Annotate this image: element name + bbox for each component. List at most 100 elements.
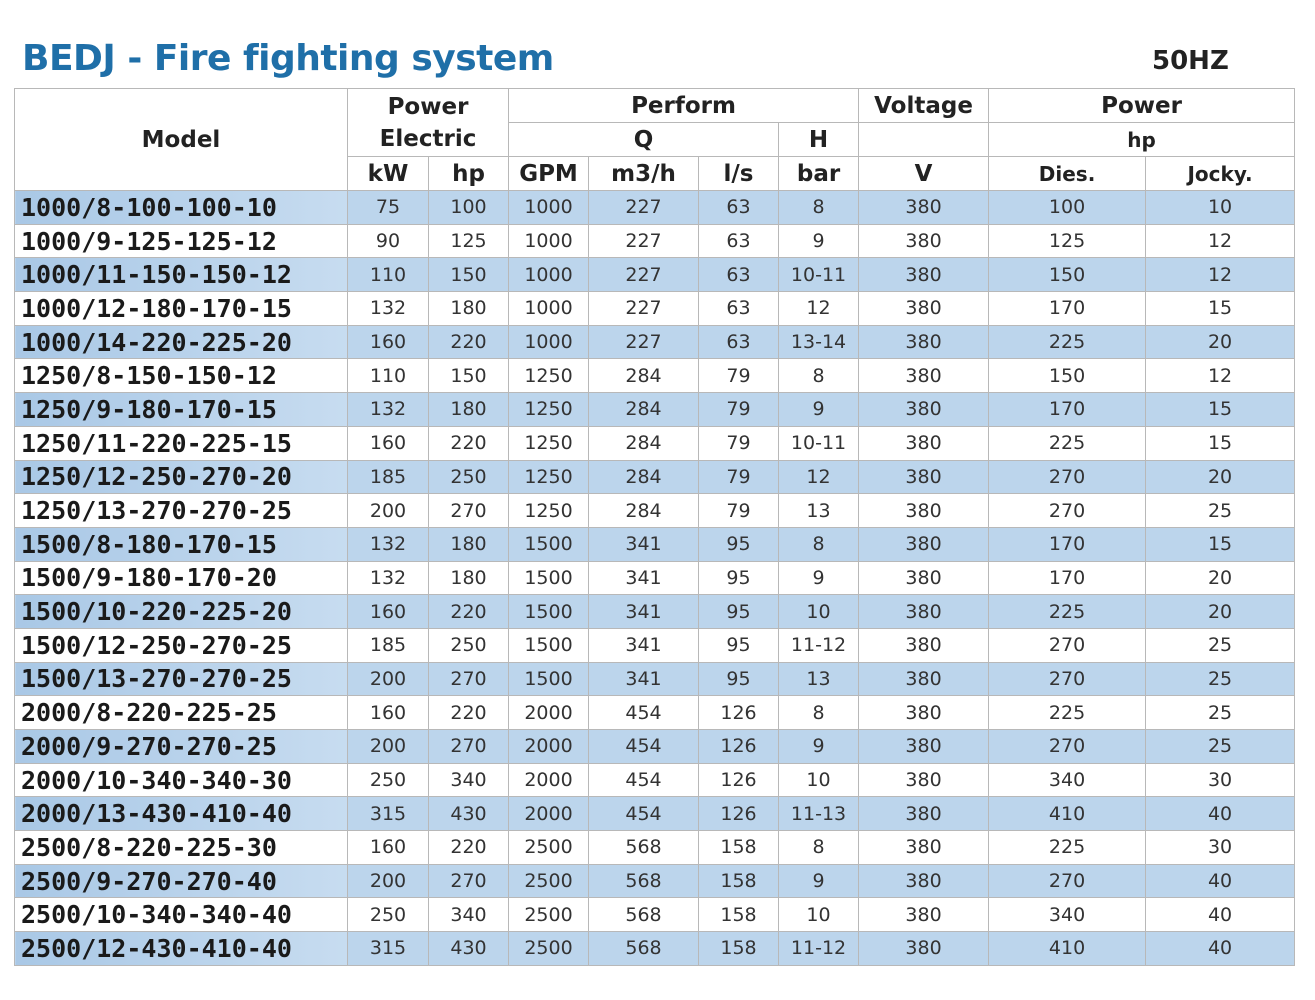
cell-diesel-hp: 125 bbox=[988, 223, 1147, 259]
cell-bar: 9 bbox=[777, 560, 860, 596]
cell-kw: 160 bbox=[347, 830, 429, 865]
cell-diesel-hp: 270 bbox=[988, 863, 1147, 899]
table-row: 2500/8-220-225-30 160 220 2500 568 158 8 380 225… bbox=[14, 830, 1296, 865]
cell-model: 1250/8-150-150-12 bbox=[14, 358, 348, 394]
table-row: 1000/11-150-150-12 110 150 1000 227 63 10-11 38… bbox=[14, 257, 1296, 293]
cell-diesel-hp: 270 bbox=[988, 459, 1147, 495]
cell-ls: 63 bbox=[698, 190, 779, 225]
cell-jockey-hp: 20 bbox=[1145, 560, 1296, 596]
cell-m3h: 341 bbox=[588, 594, 699, 629]
cell-voltage: 380 bbox=[858, 594, 990, 629]
cell-ls: 79 bbox=[698, 459, 779, 495]
cell-diesel-hp: 270 bbox=[988, 661, 1147, 697]
cell-voltage: 380 bbox=[858, 257, 990, 293]
cell-bar: 9 bbox=[777, 392, 860, 427]
cell-bar: 13 bbox=[777, 661, 860, 697]
cell-diesel-hp: 170 bbox=[988, 291, 1147, 326]
cell-model: 1500/12-250-270-25 bbox=[14, 627, 348, 663]
cell-m3h: 454 bbox=[588, 729, 699, 764]
cell-ls: 79 bbox=[698, 425, 779, 461]
cell-bar: 11-13 bbox=[777, 796, 860, 832]
cell-hp: 250 bbox=[428, 627, 509, 663]
cell-voltage: 380 bbox=[858, 392, 990, 427]
cell-model: 2500/10-340-340-40 bbox=[14, 897, 348, 933]
cell-kw: 132 bbox=[347, 291, 429, 326]
cell-hp: 430 bbox=[428, 931, 509, 966]
cell-gpm: 1500 bbox=[508, 594, 589, 629]
cell-voltage: 380 bbox=[858, 560, 990, 596]
cell-gpm: 1500 bbox=[508, 627, 589, 663]
cell-ls: 126 bbox=[698, 762, 779, 798]
cell-hp: 270 bbox=[428, 863, 509, 899]
cell-gpm: 1000 bbox=[508, 190, 589, 225]
cell-ls: 63 bbox=[698, 257, 779, 293]
header-dies: Dies. bbox=[988, 156, 1147, 191]
cell-bar: 12 bbox=[777, 459, 860, 495]
cell-ls: 126 bbox=[698, 796, 779, 832]
cell-jockey-hp: 20 bbox=[1145, 459, 1296, 495]
cell-m3h: 284 bbox=[588, 358, 699, 394]
header-voltage-blank bbox=[858, 122, 990, 157]
cell-voltage: 380 bbox=[858, 425, 990, 461]
header-bar: bar bbox=[777, 156, 860, 191]
cell-jockey-hp: 20 bbox=[1145, 594, 1296, 629]
cell-hp: 180 bbox=[428, 392, 509, 427]
cell-model: 1250/9-180-170-15 bbox=[14, 392, 348, 427]
cell-jockey-hp: 40 bbox=[1145, 931, 1296, 966]
cell-hp: 180 bbox=[428, 560, 509, 596]
cell-m3h: 341 bbox=[588, 661, 699, 697]
cell-m3h: 227 bbox=[588, 190, 699, 225]
cell-gpm: 1000 bbox=[508, 257, 589, 293]
cell-diesel-hp: 225 bbox=[988, 594, 1147, 629]
page-title: BEDJ - Fire fighting system bbox=[22, 38, 554, 79]
cell-kw: 200 bbox=[347, 863, 429, 899]
cell-diesel-hp: 225 bbox=[988, 695, 1147, 730]
header-jocky: Jocky. bbox=[1145, 156, 1296, 191]
cell-voltage: 380 bbox=[858, 223, 990, 259]
cell-voltage: 380 bbox=[858, 762, 990, 798]
cell-diesel-hp: 270 bbox=[988, 627, 1147, 663]
cell-model: 1500/9-180-170-20 bbox=[14, 560, 348, 596]
cell-m3h: 227 bbox=[588, 257, 699, 293]
cell-hp: 180 bbox=[428, 526, 509, 562]
cell-gpm: 1500 bbox=[508, 526, 589, 562]
cell-jockey-hp: 15 bbox=[1145, 526, 1296, 562]
cell-bar: 9 bbox=[777, 729, 860, 764]
cell-model: 1000/8-100-100-10 bbox=[14, 190, 348, 225]
cell-ls: 79 bbox=[698, 358, 779, 394]
table-row: 1500/10-220-225-20 160 220 1500 341 95 10 380 22… bbox=[14, 594, 1296, 629]
cell-m3h: 284 bbox=[588, 425, 699, 461]
cell-hp: 150 bbox=[428, 358, 509, 394]
cell-jockey-hp: 12 bbox=[1145, 358, 1296, 394]
cell-jockey-hp: 40 bbox=[1145, 796, 1296, 832]
cell-hp: 220 bbox=[428, 425, 509, 461]
header-kw: kW bbox=[347, 156, 429, 191]
cell-gpm: 1000 bbox=[508, 324, 589, 360]
cell-diesel-hp: 410 bbox=[988, 931, 1147, 966]
cell-kw: 132 bbox=[347, 392, 429, 427]
cell-voltage: 380 bbox=[858, 493, 990, 528]
cell-jockey-hp: 30 bbox=[1145, 830, 1296, 865]
cell-ls: 63 bbox=[698, 291, 779, 326]
cell-jockey-hp: 10 bbox=[1145, 190, 1296, 225]
cell-model: 2000/8-220-225-25 bbox=[14, 695, 348, 730]
cell-voltage: 380 bbox=[858, 695, 990, 730]
cell-model: 2500/12-430-410-40 bbox=[14, 931, 348, 966]
cell-gpm: 2000 bbox=[508, 729, 589, 764]
cell-jockey-hp: 20 bbox=[1145, 324, 1296, 360]
cell-m3h: 454 bbox=[588, 762, 699, 798]
cell-hp: 100 bbox=[428, 190, 509, 225]
cell-ls: 95 bbox=[698, 661, 779, 697]
cell-model: 1500/8-180-170-15 bbox=[14, 526, 348, 562]
header-voltage: Voltage bbox=[858, 88, 990, 123]
cell-kw: 160 bbox=[347, 324, 429, 360]
header-power-unit: hp bbox=[988, 122, 1296, 157]
cell-diesel-hp: 410 bbox=[988, 796, 1147, 832]
cell-diesel-hp: 170 bbox=[988, 560, 1147, 596]
cell-hp: 125 bbox=[428, 223, 509, 259]
header-model: Model bbox=[14, 88, 348, 191]
cell-ls: 95 bbox=[698, 526, 779, 562]
cell-bar: 8 bbox=[777, 695, 860, 730]
cell-hp: 340 bbox=[428, 897, 509, 933]
cell-gpm: 2000 bbox=[508, 695, 589, 730]
